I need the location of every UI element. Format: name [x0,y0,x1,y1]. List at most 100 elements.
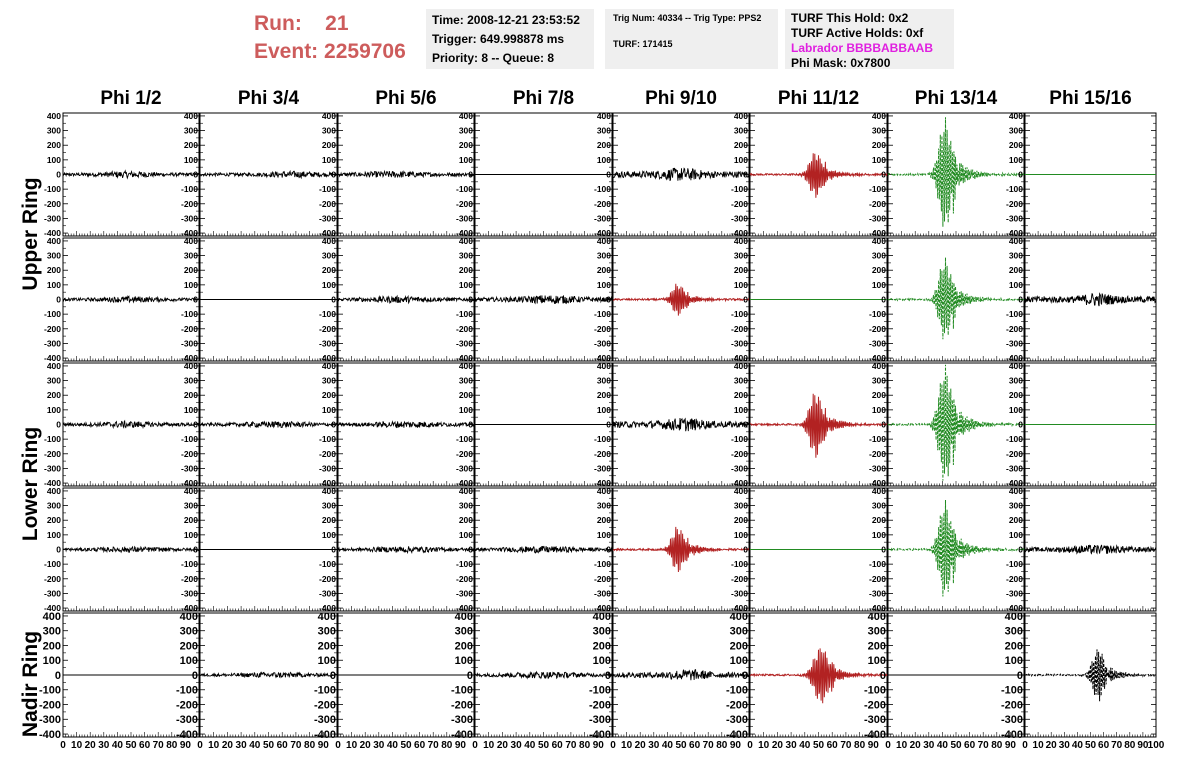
y-tick-label: 100 [47,155,61,165]
waveform-trace [337,546,475,555]
y-tick-label: -200 [456,199,473,209]
y-tick-label: 200 [322,140,336,150]
x-tick-label: 50 [1085,740,1097,751]
y-tick-label: 400 [318,611,336,623]
y-tick-label: 300 [47,251,61,261]
y-tick-label: 300 [184,251,198,261]
y-tick-label: 0 [331,544,336,554]
y-tick-label: -200 [1006,449,1023,459]
waveform-trace [62,294,200,304]
y-tick-label: 200 [184,140,198,150]
x-tick-label: 30 [1059,740,1071,751]
y-tick-label: 100 [734,155,748,165]
y-tick-label: -200 [731,449,748,459]
y-tick-label: -200 [456,574,473,584]
column-header: Phi 9/10 [645,88,717,109]
waveform-trace [612,167,750,182]
y-tick-label: 0 [56,419,61,429]
y-tick-label: -200 [319,199,336,209]
y-tick-label: 400 [597,236,611,246]
y-tick-label: 400 [455,611,473,623]
y-tick-label: -100 [44,184,61,194]
x-tick-label: 30 [923,740,935,751]
y-tick-label: 300 [43,626,61,638]
y-tick-label: -300 [456,338,473,348]
y-tick-label: 0 [743,169,748,179]
y-tick-label: -100 [451,685,473,697]
run-row: Run: 21 [254,10,406,38]
y-tick-label: -300 [456,588,473,598]
y-tick-label: 100 [597,155,611,165]
y-tick-label: 200 [47,515,61,525]
y-tick-label: 200 [184,390,198,400]
y-tick-label: 0 [467,670,473,682]
y-tick-label: -400 [731,603,748,613]
y-tick-label: -300 [1001,714,1023,726]
y-tick-label: 0 [606,544,611,554]
waveform-trace [62,545,200,554]
y-tick-label: 100 [459,405,473,415]
y-tick-label: -100 [44,309,61,319]
y-tick-label: 400 [322,486,336,496]
y-tick-label: 200 [455,640,473,652]
y-tick-label: -300 [39,714,61,726]
y-tick-label: -100 [1001,685,1023,697]
y-tick-label: 300 [47,126,61,136]
y-tick-label: -200 [319,324,336,334]
y-tick-label: -100 [39,685,61,697]
y-tick-label: 0 [1018,294,1023,304]
x-tick-label: 40 [249,740,261,751]
y-tick-label: -400 [319,228,336,238]
waveform-trace [749,153,888,198]
x-tick-label: 20 [497,740,509,751]
y-tick-label: -100 [864,685,886,697]
y-tick-label: -200 [731,199,748,209]
y-tick-label: 100 [184,280,198,290]
time-text: Time: 2008-12-21 23:53:52 [432,13,580,27]
y-tick-label: 100 [47,405,61,415]
y-tick-label: 400 [322,361,336,371]
y-tick-label: 100 [47,530,61,540]
x-tick-label: 80 [716,740,728,751]
y-tick-label: -300 [181,463,198,473]
y-tick-label: -100 [44,434,61,444]
column-header: Phi 3/4 [238,88,300,109]
y-tick-label: 0 [1017,670,1023,682]
x-tick-label: 50 [125,740,137,751]
y-tick-label: 300 [455,626,473,638]
y-tick-label: -200 [594,574,611,584]
y-tick-label: 400 [1005,611,1023,623]
waveform-trace [887,364,1025,481]
waveform-trace [612,417,750,432]
y-tick-label: 300 [322,376,336,386]
y-tick-label: 200 [1009,265,1023,275]
y-tick-label: -400 [456,603,473,613]
waveform-trace [749,648,888,704]
y-tick-label: -200 [594,449,611,459]
y-tick-label: -200 [181,324,198,334]
y-tick-label: -200 [1001,699,1023,711]
x-tick-label: 10 [1033,740,1045,751]
column-header: Phi 13/14 [915,88,998,109]
y-tick-label: 300 [730,626,748,638]
y-tick-label: 200 [322,265,336,275]
trigger-text: Trigger: 649.998878 ms [432,32,565,46]
y-tick-label: 100 [459,280,473,290]
y-tick-label: 0 [881,294,886,304]
x-tick-label: 60 [139,740,151,751]
y-tick-label: -300 [181,588,198,598]
y-tick-label: 0 [1018,169,1023,179]
y-tick-label: -200 [726,699,748,711]
x-tick-label: 50 [813,740,825,751]
x-tick-label: 40 [387,740,399,751]
y-tick-label: 100 [597,280,611,290]
y-tick-label: -300 [44,588,61,598]
y-tick-label: -200 [594,324,611,334]
y-tick-label: -300 [44,213,61,223]
x-tick-label: 80 [1124,740,1136,751]
y-tick-label: -100 [869,559,886,569]
y-tick-label: 400 [734,361,748,371]
y-tick-label: -300 [451,714,473,726]
y-tick-label: 300 [597,126,611,136]
y-tick-label: -200 [456,324,473,334]
